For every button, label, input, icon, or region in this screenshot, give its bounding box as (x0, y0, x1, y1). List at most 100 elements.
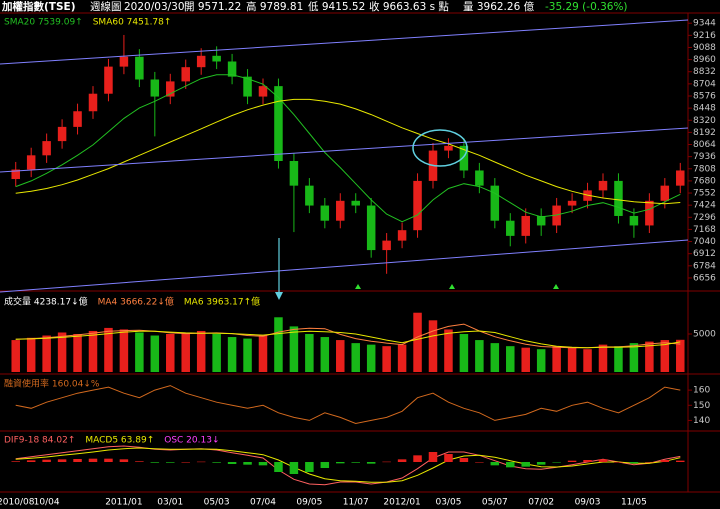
y-tick-label: 6912 (693, 249, 716, 259)
y-tick-label: 7168 (693, 225, 716, 235)
bar (521, 462, 530, 467)
bar (73, 334, 82, 372)
bar (459, 334, 469, 372)
bar (428, 320, 438, 372)
y-tick-label: 8832 (693, 67, 716, 77)
x-tick-label: 11/05 (621, 498, 647, 508)
candle-body (459, 145, 469, 171)
bar (258, 335, 268, 372)
bar (382, 346, 391, 372)
y-tick-label: 7296 (693, 213, 716, 223)
bar (289, 326, 299, 372)
bar (506, 462, 515, 468)
bar (598, 459, 608, 462)
bar (567, 460, 577, 462)
open: 開 9571.22 (184, 1, 241, 13)
y-tick-label: 9344 (693, 19, 716, 29)
low: 低 9415.52 (308, 0, 365, 13)
bar (305, 334, 314, 372)
bar (397, 344, 407, 372)
bar (274, 462, 283, 472)
y-tick-label: 150 (693, 401, 710, 411)
bar (166, 462, 175, 463)
bar (567, 347, 577, 372)
bar (320, 337, 330, 372)
legend-label: SMA60 7451.78↑ (93, 18, 172, 28)
candle-body (521, 215, 530, 236)
bar (42, 459, 51, 462)
candle-body (289, 161, 299, 186)
candle-body (629, 215, 639, 226)
bar (676, 460, 685, 462)
y-tick-label: 160 (693, 386, 710, 396)
candle-body (506, 220, 515, 236)
y-tick-label: 7808 (693, 164, 716, 174)
candle-body (274, 86, 283, 162)
candle-body (42, 141, 51, 156)
y-tick-label: 8320 (693, 116, 716, 126)
line (15, 98, 681, 205)
candle-body (475, 170, 484, 186)
title: 加權指數(TSE) (1, 0, 76, 13)
bar (552, 462, 561, 463)
bar (598, 344, 608, 372)
bar (57, 332, 67, 372)
candle-body (567, 200, 577, 206)
marker (553, 284, 559, 289)
bar (413, 312, 422, 372)
bar (629, 343, 639, 372)
legend-label: DIF9-18 84.02↑ (4, 436, 75, 446)
bar (676, 339, 685, 372)
bar (11, 340, 20, 372)
y-tick-label: 9216 (693, 31, 716, 41)
y-tick-label: 140 (693, 416, 710, 426)
bar (119, 459, 129, 462)
x-tick-label: 2011/01 (105, 498, 142, 508)
x-tick-label: 07/04 (250, 498, 276, 508)
bar (26, 337, 36, 372)
bar (351, 343, 360, 372)
bar (475, 462, 484, 463)
bar (104, 327, 113, 372)
panel-frame (0, 12, 720, 493)
x-tick-label: 05/07 (482, 498, 508, 508)
y-tick-label: 8192 (693, 128, 716, 138)
date: 2020/03/30 (124, 1, 185, 13)
bar (629, 462, 639, 464)
candle-body (227, 61, 237, 77)
bar (26, 460, 36, 462)
legend-label: 成交量 4238.17↓億 (4, 296, 88, 308)
line (15, 330, 681, 349)
period: 週線圖 (90, 0, 122, 13)
candle-body (166, 81, 175, 97)
x-tick-label: 09/03 (575, 498, 601, 508)
y-tick-label: 8960 (693, 55, 716, 65)
legend-label: MACD5 63.89↑ (85, 436, 154, 446)
candle-body (366, 205, 376, 251)
bar (536, 349, 546, 372)
bar (336, 462, 345, 464)
line (15, 445, 681, 486)
candle-body (11, 169, 20, 180)
candle-body (119, 56, 129, 67)
bar (645, 341, 654, 372)
bar (459, 458, 469, 462)
bar (135, 461, 144, 462)
bar (366, 462, 376, 464)
y-tick-label: 8576 (693, 91, 716, 101)
candle-body (676, 170, 685, 186)
bar (150, 335, 160, 372)
bar (614, 346, 623, 372)
candle-body (26, 155, 36, 170)
bar (181, 332, 190, 372)
bar (11, 461, 20, 462)
bar (57, 459, 67, 462)
bar (536, 462, 546, 465)
candle-body (351, 200, 360, 206)
bar (135, 332, 144, 372)
y-tick-label: 8448 (693, 104, 716, 114)
y-tick-label: 8064 (693, 140, 716, 150)
